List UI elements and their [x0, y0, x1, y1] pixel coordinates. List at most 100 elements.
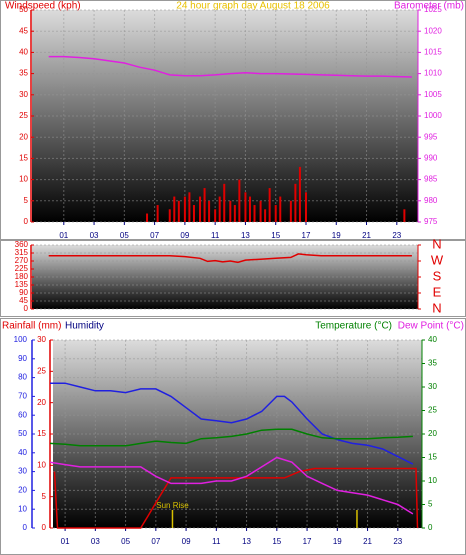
x-tick-label: 07: [151, 537, 160, 546]
y2-tick-label: E: [433, 284, 442, 299]
bar: [253, 205, 256, 222]
bar: [177, 200, 180, 222]
y-tick-label: 0: [23, 523, 28, 532]
bar: [208, 200, 211, 222]
bar: [146, 213, 149, 222]
y2-tick-label: 30: [428, 382, 437, 391]
event-label: Sun Rise: [156, 501, 189, 510]
legend-label: Humidity: [65, 321, 104, 332]
bar: [199, 196, 202, 222]
y2-tick-label: S: [433, 268, 442, 283]
legend-label: Windspeed (kph): [5, 1, 81, 12]
y2-tick-label: 10: [428, 476, 437, 485]
y-tick-label: 10: [19, 175, 28, 184]
y-tick-label: 30: [18, 467, 27, 476]
bar: [248, 196, 251, 222]
x-tick-label: 07: [150, 231, 159, 240]
y-tick-label: 35: [19, 69, 28, 78]
y-tick-label: 135: [15, 280, 29, 289]
bar: [264, 209, 267, 222]
y2-tick-label: 1010: [424, 69, 442, 78]
x-tick-label: 15: [272, 537, 281, 546]
y-tick-label: 50: [18, 429, 27, 438]
series-line: [49, 428, 413, 447]
x-tick-label: 05: [121, 537, 130, 546]
y2-tick-label: 1005: [424, 90, 442, 99]
y-tick-label: 10: [37, 460, 46, 469]
x-tick-label: 01: [59, 231, 68, 240]
bar: [304, 192, 307, 222]
bar: [259, 200, 262, 222]
bar: [203, 188, 206, 222]
y-tick-label: 30: [37, 335, 46, 344]
legend-label: Temperature (°C): [315, 321, 392, 332]
y-tick-label: 10: [18, 504, 27, 513]
series-line: [50, 382, 414, 465]
bar: [214, 209, 217, 222]
y2-tick-label: 25: [428, 406, 437, 415]
y2-tick-label: 1020: [424, 26, 442, 35]
x-tick-label: 21: [362, 231, 371, 240]
x-tick-label: 13: [241, 231, 250, 240]
y-tick-label: 20: [19, 132, 28, 141]
y-tick-label: 180: [15, 272, 29, 281]
series-line: [48, 55, 412, 78]
bar: [229, 200, 232, 222]
legend-label: Dew Point (°C): [398, 321, 464, 332]
y-tick-label: 50: [19, 5, 28, 14]
y2-tick-label: 980: [424, 196, 438, 205]
x-tick-label: 19: [333, 537, 342, 546]
bar: [403, 209, 406, 222]
x-tick-label: 21: [363, 537, 372, 546]
y-tick-label: 45: [19, 26, 28, 35]
x-tick-label: 17: [302, 231, 311, 240]
bar: [218, 196, 221, 222]
x-tick-label: 17: [303, 537, 312, 546]
x-tick-label: 09: [180, 231, 189, 240]
y-tick-label: 30: [19, 90, 28, 99]
y2-tick-label: 15: [428, 453, 437, 462]
y-tick-label: 0: [24, 304, 29, 313]
bar: [294, 183, 297, 222]
y-tick-label: 315: [15, 248, 29, 257]
y-tick-label: 360: [15, 240, 29, 249]
x-tick-label: 13: [242, 537, 251, 546]
y2-tick-label: 995: [424, 132, 438, 141]
bar: [192, 205, 195, 222]
y-tick-label: 0: [42, 523, 47, 532]
x-tick-label: 23: [393, 537, 402, 546]
y-tick-label: 40: [18, 448, 27, 457]
y2-tick-label: 40: [428, 335, 437, 344]
x-tick-label: 19: [332, 231, 341, 240]
legend-label: Rainfall (mm): [2, 321, 61, 332]
series-line: [49, 456, 414, 515]
series-line: [53, 467, 419, 529]
y2-tick-label: 0: [428, 523, 433, 532]
y-tick-label: 70: [18, 392, 27, 401]
y-tick-label: 20: [37, 398, 46, 407]
y2-tick-label: W: [431, 252, 444, 267]
bar: [183, 196, 186, 222]
bar: [289, 200, 292, 222]
bar: [298, 166, 301, 222]
y-tick-label: 20: [18, 486, 27, 495]
x-tick-label: 05: [120, 231, 129, 240]
x-tick-label: 03: [90, 231, 99, 240]
x-tick-label: 15: [271, 231, 280, 240]
bar: [173, 196, 176, 222]
y2-tick-label: 35: [428, 359, 437, 368]
bar: [223, 183, 226, 222]
bar: [268, 188, 271, 222]
y-tick-label: 100: [14, 335, 28, 344]
x-tick-label: 03: [91, 537, 100, 546]
y2-tick-label: 1015: [424, 48, 442, 57]
bar: [238, 179, 241, 222]
y2-tick-label: 1000: [424, 111, 442, 120]
bar: [244, 192, 247, 222]
y-tick-label: 15: [37, 429, 46, 438]
y-tick-label: 40: [19, 48, 28, 57]
y2-tick-label: N: [432, 300, 441, 315]
y-tick-label: 0: [24, 217, 29, 226]
y-tick-label: 25: [37, 366, 46, 375]
